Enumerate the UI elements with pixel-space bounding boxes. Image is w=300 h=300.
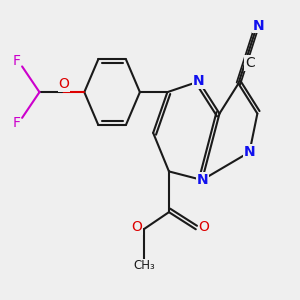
Text: N: N	[244, 145, 255, 159]
Text: O: O	[198, 220, 209, 234]
Text: O: O	[131, 220, 142, 234]
Text: N: N	[196, 173, 208, 187]
Text: CH₃: CH₃	[134, 259, 155, 272]
Text: N: N	[193, 74, 205, 88]
Text: N: N	[253, 19, 265, 33]
Text: O: O	[59, 77, 70, 92]
Text: O: O	[0, 299, 1, 300]
Text: F: F	[12, 116, 20, 130]
Text: C: C	[245, 56, 255, 70]
Text: F: F	[12, 54, 20, 68]
